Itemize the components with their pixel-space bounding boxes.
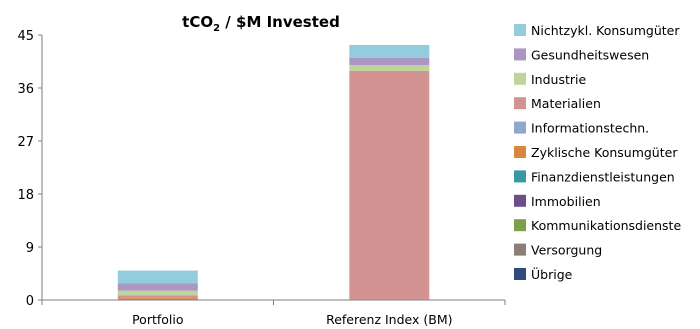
legend-label: Versorgung <box>531 243 602 258</box>
chart-title-main: tCO <box>182 13 213 31</box>
legend-swatch <box>514 121 526 134</box>
y-tick-label: 27 <box>17 135 34 150</box>
bar-segment-1-10 <box>349 45 430 58</box>
bar-segment-0-5 <box>117 298 198 300</box>
legend-label: Industrie <box>531 72 586 87</box>
legend-label: Kommunikationsdienste <box>531 218 681 233</box>
bar-segment-0-7 <box>117 295 198 299</box>
y-tick-label: 36 <box>17 82 34 97</box>
y-tick-label: 18 <box>17 188 34 203</box>
chart-title-subscript: 2 <box>213 23 220 34</box>
chart-title-suffix: / $M Invested <box>220 13 340 31</box>
bar-segment-0-10 <box>117 270 198 284</box>
legend-label: Informationstechn. <box>531 121 649 136</box>
legend-label: Übrige <box>531 266 573 282</box>
legend-swatch <box>514 243 526 256</box>
legend-swatch <box>514 146 526 158</box>
legend-swatch <box>514 170 526 183</box>
bar-segment-0-9 <box>117 283 198 291</box>
legend: Nichtzykl. Konsumgüter Gesundheitswesen In… <box>514 23 681 282</box>
bars-group: Portfolio Referenz Index (BM) <box>117 45 453 327</box>
legend-swatch <box>514 194 526 207</box>
legend-label: Gesundheitswesen <box>531 47 649 62</box>
legend-swatch <box>514 24 526 36</box>
legend-label: Nichtzykl. Konsumgüter <box>531 23 680 38</box>
legend-swatch <box>514 268 526 280</box>
legend-swatch <box>514 97 526 110</box>
legend-label: Zyklische Konsumgüter <box>531 145 678 160</box>
bar-segment-1-8 <box>349 65 430 71</box>
category-label: Referenz Index (BM) <box>326 312 452 327</box>
legend-swatch <box>514 219 526 232</box>
chart-title: tCO2 / $M Invested <box>182 13 340 34</box>
legend-label: Materialien <box>531 96 601 111</box>
bar-segment-1-7 <box>349 70 430 300</box>
y-tick-label: 0 <box>26 294 34 309</box>
legend-swatch <box>514 48 526 61</box>
y-tick-label: 45 <box>17 29 34 44</box>
legend-swatch <box>514 72 526 85</box>
legend-label: Immobilien <box>531 194 601 209</box>
axes-group: 0 9 18 27 36 45 <box>17 29 506 309</box>
bar-segment-0-8 <box>117 290 198 296</box>
category-label: Portfolio <box>132 312 183 327</box>
bar-segment-1-9 <box>349 57 430 66</box>
y-tick-label: 9 <box>26 241 34 256</box>
legend-label: Finanzdienstleistungen <box>531 169 675 184</box>
